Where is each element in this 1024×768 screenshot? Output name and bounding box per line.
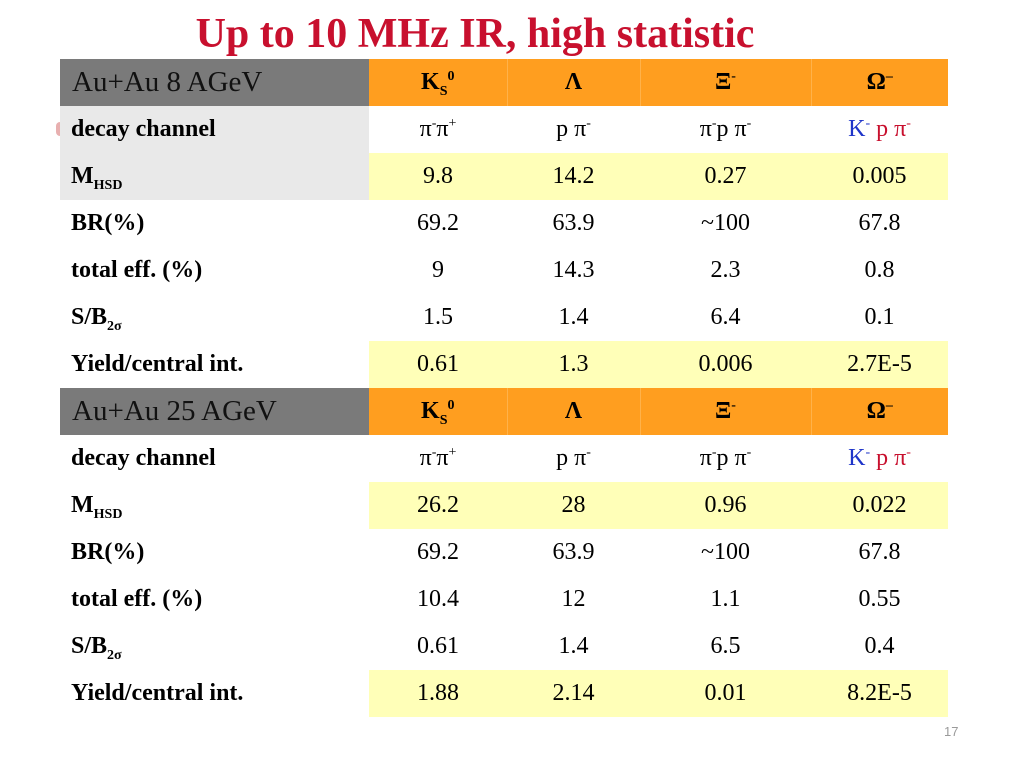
table-cell: 1.1: [640, 576, 811, 623]
table-cell: 0.022: [811, 482, 948, 529]
decay-lambda: p π-: [507, 435, 640, 482]
signal-background-row: S/B2σ 1.5 1.4 6.4 0.1: [60, 294, 948, 341]
table-cell: 0.27: [640, 153, 811, 200]
particle-omega-header: Ω–: [811, 388, 948, 435]
particle-lambda-header: Λ: [507, 388, 641, 435]
row-label: BR(%): [60, 529, 369, 576]
row-label: Yield/central int.: [60, 670, 369, 717]
table-cell: 2.14: [507, 670, 640, 717]
decay-xi: π-p π-: [640, 435, 811, 482]
section-header-row: Au+Au 25 AGeV KS0 Λ Ξ- Ω–: [60, 388, 948, 435]
decay-xi: π-p π-: [640, 106, 811, 153]
table-cell: 0.61: [369, 341, 507, 388]
row-label: Yield/central int.: [60, 341, 369, 388]
particle-xi-header: Ξ-: [640, 59, 812, 106]
particle-kshort-header: KS0: [369, 388, 508, 435]
table-cell: 67.8: [811, 200, 948, 247]
table-cell: 8.2E-5: [811, 670, 948, 717]
particle-lambda-header: Λ: [507, 59, 641, 106]
table-cell: 9.8: [369, 153, 507, 200]
branching-ratio-row: BR(%) 69.2 63.9 ~100 67.8: [60, 200, 948, 247]
row-label: total eff. (%): [60, 576, 369, 623]
yield-row: Yield/central int. 0.61 1.3 0.006 2.7E-5: [60, 341, 948, 388]
table-cell: 0.005: [811, 153, 948, 200]
page-number: 17: [944, 724, 959, 739]
table-cell: 14.2: [507, 153, 640, 200]
table-cell: 0.4: [811, 623, 948, 670]
particle-xi-header: Ξ-: [640, 388, 812, 435]
decay-omega: K- p π-: [811, 106, 948, 153]
row-label: decay channel: [60, 435, 369, 482]
table-cell: 69.2: [369, 529, 507, 576]
table-cell: 63.9: [507, 200, 640, 247]
section-header-row: Au+Au 8 AGeV KS0 Λ Ξ- Ω–: [60, 59, 948, 106]
row-label: S/B2σ: [60, 294, 369, 341]
strangeness-yield-table: Au+Au 8 AGeV KS0 Λ Ξ- Ω– decay channel π…: [60, 59, 948, 717]
table-cell: 0.1: [811, 294, 948, 341]
table-cell: 10.4: [369, 576, 507, 623]
decay-kshort: π-π+: [369, 435, 507, 482]
decay-lambda: p π-: [507, 106, 640, 153]
table-cell: 63.9: [507, 529, 640, 576]
table-cell: 0.55: [811, 576, 948, 623]
row-label: MHSD: [60, 482, 369, 529]
row-label: decay channel: [60, 106, 369, 153]
mhsd-row: MHSD 9.8 14.2 0.27 0.005: [60, 153, 948, 200]
table-cell: 1.4: [507, 623, 640, 670]
table-cell: 0.96: [640, 482, 811, 529]
decay-channel-row: decay channel π-π+ p π- π-p π- K- p π-: [60, 435, 948, 482]
table-cell: 0.01: [640, 670, 811, 717]
slide-title: Up to 10 MHz IR, high statistic: [195, 11, 755, 57]
particle-kshort-header: KS0: [369, 59, 508, 106]
table-cell: 0.006: [640, 341, 811, 388]
table-cell: 0.8: [811, 247, 948, 294]
row-label: BR(%): [60, 200, 369, 247]
decay-omega: K- p π-: [811, 435, 948, 482]
table-cell: 2.7E-5: [811, 341, 948, 388]
table-cell: 26.2: [369, 482, 507, 529]
collision-system-label: Au+Au 25 AGeV: [60, 388, 369, 435]
table-cell: 12: [507, 576, 640, 623]
table-cell: 2.3: [640, 247, 811, 294]
row-label: S/B2σ: [60, 623, 369, 670]
table-cell: 69.2: [369, 200, 507, 247]
table-cell: ~100: [640, 529, 811, 576]
table-cell: 67.8: [811, 529, 948, 576]
yield-row: Yield/central int. 1.88 2.14 0.01 8.2E-5: [60, 670, 948, 717]
total-efficiency-row: total eff. (%) 10.4 12 1.1 0.55: [60, 576, 948, 623]
table-cell: 6.5: [640, 623, 811, 670]
table-cell: ~100: [640, 200, 811, 247]
decay-kshort: π-π+: [369, 106, 507, 153]
signal-background-row: S/B2σ 0.61 1.4 6.5 0.4: [60, 623, 948, 670]
row-label: MHSD: [60, 153, 369, 200]
table-cell: 1.4: [507, 294, 640, 341]
table-cell: 9: [369, 247, 507, 294]
particle-omega-header: Ω–: [811, 59, 948, 106]
table-cell: 28: [507, 482, 640, 529]
table-cell: 1.88: [369, 670, 507, 717]
table-cell: 1.3: [507, 341, 640, 388]
total-efficiency-row: total eff. (%) 9 14.3 2.3 0.8: [60, 247, 948, 294]
table-cell: 0.61: [369, 623, 507, 670]
table-cell: 14.3: [507, 247, 640, 294]
decay-channel-row: decay channel π-π+ p π- π-p π- K- p π-: [60, 106, 948, 153]
mhsd-row: MHSD 26.2 28 0.96 0.022: [60, 482, 948, 529]
collision-system-label: Au+Au 8 AGeV: [60, 59, 369, 106]
row-label: total eff. (%): [60, 247, 369, 294]
table-cell: 6.4: [640, 294, 811, 341]
branching-ratio-row: BR(%) 69.2 63.9 ~100 67.8: [60, 529, 948, 576]
table-cell: 1.5: [369, 294, 507, 341]
